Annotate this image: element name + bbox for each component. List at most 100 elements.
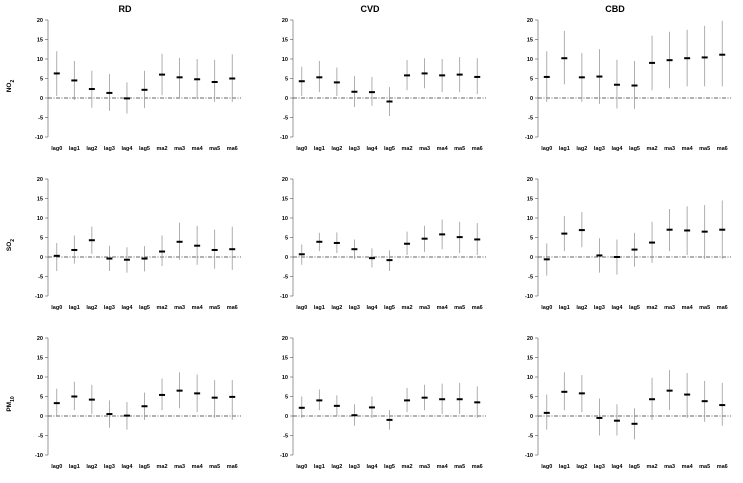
y-tick-label: 15 bbox=[282, 38, 288, 44]
y-tick-label: 20 bbox=[37, 18, 43, 24]
y-tick-label: -10 bbox=[280, 294, 288, 300]
x-category-label: ma3 bbox=[174, 146, 185, 152]
x-category-label: lag0 bbox=[51, 464, 62, 470]
x-category-label: ma5 bbox=[454, 146, 465, 152]
x-category-label: ma3 bbox=[664, 464, 675, 470]
row-label-no2: NO2 bbox=[6, 80, 16, 93]
x-category-label: lag1 bbox=[314, 464, 325, 470]
x-category-label: ma2 bbox=[157, 305, 168, 311]
panel-so2-rd: -10 -5 0 5 10 15 20 lag0 lag1 lag2 lag3 lag4 lag5 ma2… bbox=[35, 177, 241, 311]
x-category-label: ma2 bbox=[647, 464, 658, 470]
x-category-label: lag0 bbox=[51, 305, 62, 311]
panel-pm10-cbd: -10 -5 0 5 10 15 20 lag0 lag1 lag2 lag3 lag4 lag5 ma2… bbox=[525, 336, 731, 470]
x-category-label: lag4 bbox=[121, 146, 133, 152]
x-category-label: ma4 bbox=[437, 146, 449, 152]
y-tick-label: -10 bbox=[280, 453, 288, 459]
y-tick-label: -5 bbox=[283, 116, 288, 122]
x-category-label: ma2 bbox=[647, 146, 658, 152]
x-category-label: lag2 bbox=[576, 146, 587, 152]
column-title-cbd: CBD bbox=[605, 4, 625, 14]
x-category-label: ma2 bbox=[157, 146, 168, 152]
column-title-cvd: CVD bbox=[360, 4, 380, 14]
x-category-label: lag5 bbox=[139, 305, 150, 311]
x-category-label: lag3 bbox=[349, 146, 360, 152]
x-category-label: ma5 bbox=[209, 305, 220, 311]
x-category-label: lag1 bbox=[559, 305, 570, 311]
x-category-label: lag2 bbox=[331, 305, 342, 311]
x-category-label: ma4 bbox=[192, 464, 204, 470]
y-tick-label: 20 bbox=[527, 177, 533, 183]
y-tick-label: -5 bbox=[38, 275, 43, 281]
y-tick-label: 5 bbox=[40, 77, 43, 83]
x-category-label: lag2 bbox=[331, 146, 342, 152]
y-tick-label: 10 bbox=[282, 216, 288, 222]
row-labels: NO2 SO2 PM10 bbox=[6, 80, 16, 412]
x-category-label: lag2 bbox=[86, 146, 97, 152]
y-tick-label: 0 bbox=[530, 414, 533, 420]
y-tick-label: 15 bbox=[527, 197, 533, 203]
x-category-label: lag2 bbox=[86, 305, 97, 311]
panel-no2-cbd: -10 -5 0 5 10 15 20 lag0 lag1 lag2 lag3 lag4 lag5 ma2… bbox=[525, 18, 731, 152]
x-category-label: ma2 bbox=[647, 305, 658, 311]
x-category-label: ma4 bbox=[437, 464, 449, 470]
x-category-label: lag1 bbox=[559, 146, 570, 152]
y-tick-label: 15 bbox=[282, 197, 288, 203]
x-category-label: lag5 bbox=[384, 464, 395, 470]
x-category-label: ma5 bbox=[454, 305, 465, 311]
panel-no2-cvd: -10 -5 0 5 10 15 20 lag0 lag1 lag2 lag3 lag4 lag5 ma2… bbox=[280, 18, 486, 152]
y-tick-label: 10 bbox=[37, 375, 43, 381]
y-tick-label: -10 bbox=[35, 453, 43, 459]
x-category-label: lag3 bbox=[104, 464, 115, 470]
x-category-label: ma5 bbox=[699, 146, 710, 152]
x-category-label: ma6 bbox=[472, 146, 483, 152]
x-category-label: ma3 bbox=[174, 464, 185, 470]
y-tick-label: -10 bbox=[525, 453, 533, 459]
x-category-label: lag5 bbox=[384, 146, 395, 152]
y-tick-label: -5 bbox=[283, 434, 288, 440]
x-category-label: lag4 bbox=[366, 464, 378, 470]
x-category-label: lag0 bbox=[296, 146, 307, 152]
y-tick-label: -10 bbox=[35, 294, 43, 300]
y-tick-label: 0 bbox=[530, 255, 533, 261]
y-tick-label: 5 bbox=[285, 236, 288, 242]
x-category-label: lag0 bbox=[296, 464, 307, 470]
y-tick-label: -5 bbox=[528, 116, 533, 122]
column-titles: RD CVD CBD bbox=[119, 4, 626, 14]
y-tick-label: 5 bbox=[285, 395, 288, 401]
x-category-label: lag4 bbox=[611, 464, 623, 470]
y-tick-label: 0 bbox=[285, 255, 288, 261]
y-tick-label: -5 bbox=[528, 275, 533, 281]
x-category-label: lag4 bbox=[611, 146, 623, 152]
x-category-label: lag3 bbox=[104, 305, 115, 311]
y-tick-label: 15 bbox=[282, 356, 288, 362]
y-tick-label: 5 bbox=[40, 395, 43, 401]
x-category-label: lag4 bbox=[121, 305, 133, 311]
x-category-label: ma3 bbox=[664, 305, 675, 311]
x-category-label: lag0 bbox=[541, 464, 552, 470]
y-tick-label: 15 bbox=[37, 38, 43, 44]
y-tick-label: 0 bbox=[40, 96, 43, 102]
x-category-label: lag0 bbox=[541, 146, 552, 152]
x-category-label: lag3 bbox=[104, 146, 115, 152]
x-category-label: lag0 bbox=[51, 146, 62, 152]
x-category-label: ma3 bbox=[174, 305, 185, 311]
x-category-label: lag1 bbox=[314, 305, 325, 311]
x-category-label: lag5 bbox=[139, 464, 150, 470]
y-tick-label: 5 bbox=[285, 77, 288, 83]
row-label-pm10: PM10 bbox=[6, 396, 16, 412]
x-category-label: ma5 bbox=[699, 464, 710, 470]
panel-no2-rd: -10 -5 0 5 10 15 20 lag0 lag1 lag2 lag3 lag4 lag5 ma2… bbox=[35, 18, 241, 152]
panel-so2-cvd: -10 -5 0 5 10 15 20 lag0 lag1 lag2 lag3 lag4 lag5 ma2… bbox=[280, 177, 486, 311]
y-tick-label: 20 bbox=[527, 336, 533, 342]
y-tick-label: 20 bbox=[282, 177, 288, 183]
y-tick-label: 15 bbox=[37, 197, 43, 203]
x-category-label: lag5 bbox=[629, 464, 640, 470]
x-category-label: ma3 bbox=[419, 464, 430, 470]
x-category-label: ma2 bbox=[402, 305, 413, 311]
y-tick-label: 0 bbox=[40, 255, 43, 261]
y-tick-label: 15 bbox=[527, 356, 533, 362]
y-tick-label: 20 bbox=[282, 336, 288, 342]
x-category-label: ma6 bbox=[227, 305, 238, 311]
panel-so2-cbd: -10 -5 0 5 10 15 20 lag0 lag1 lag2 lag3 lag4 lag5 ma2… bbox=[525, 177, 731, 311]
